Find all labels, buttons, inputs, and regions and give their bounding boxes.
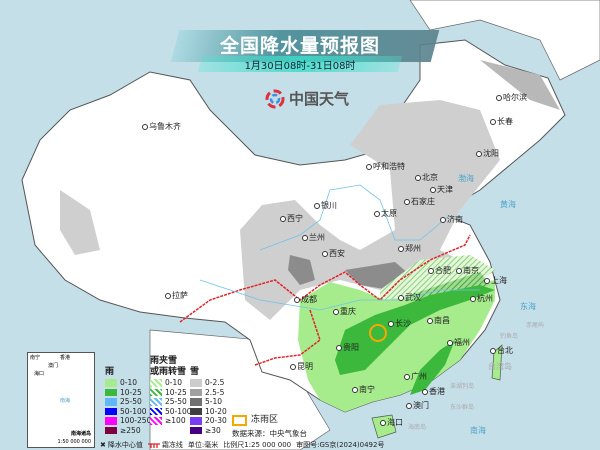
legend-item: 10-25 (150, 388, 192, 398)
legend-heading: 雪 (190, 367, 200, 377)
legend-item: 25-50 (105, 397, 151, 407)
legend-item: ≥100 (150, 416, 192, 426)
review-number: 审图号:GS京(2024)0492号 (296, 441, 385, 449)
city-label: 济南 (440, 215, 463, 225)
legend-item: 0-10 (150, 378, 192, 388)
legend-rain: 雨 0-10 10-25 25-50 50-100 100-250 ≥250 (105, 367, 151, 435)
sea-label: 钓鱼岛 (500, 333, 519, 340)
sea-label: 海南岛 (408, 424, 427, 431)
city-label: 呼和浩特 (366, 162, 405, 172)
sea-label: 澎湖列岛 (450, 383, 475, 390)
city-label: 成都 (294, 295, 317, 305)
sea-label: 台湾岛 (488, 362, 512, 371)
city-label: 银川 (314, 201, 337, 211)
legend-footer: ✖ 降水中心值 霜冻线 单位:毫米 比例尺1:25 000 000 审图号:GS京… (100, 441, 384, 449)
inset-label: 南宁 (30, 355, 41, 361)
inset-label: 南海 (60, 398, 71, 404)
inset-label: 澳门 (48, 363, 59, 369)
legend-item: 0-10 (105, 378, 151, 388)
river-yellow (259, 184, 451, 251)
legend-frost-line: 霜冻线 (147, 441, 183, 449)
city-label: 郑州 (398, 244, 421, 254)
river-yangtze (199, 279, 480, 311)
city-label: 西宁 (280, 214, 303, 224)
city-label: 南昌 (427, 316, 450, 326)
legend-item: ≥30 (190, 426, 227, 436)
city-label: 台北 (490, 346, 513, 356)
logo-swirl-icon (265, 89, 285, 108)
legend-item: 50-100 (105, 407, 151, 417)
city-label: 上海 (484, 276, 507, 286)
legend-item: 0-2.5 (190, 378, 227, 388)
cross-icon: ✖ (100, 441, 106, 449)
sea-label: 东海 (520, 302, 536, 311)
city-label: 昆明 (290, 362, 313, 372)
freezing-rain-zone (369, 324, 387, 342)
city-label: 石家庄 (404, 197, 435, 207)
city-label: 南宁 (352, 385, 375, 395)
legend-item: 10-25 (105, 388, 151, 398)
inset-scale: 1:50 000 000 (57, 439, 92, 445)
city-label: 拉萨 (165, 291, 188, 301)
snow-area-north (480, 60, 560, 110)
legend-precip-center: ✖ 降水中心值 (100, 441, 143, 449)
snow-area-medium (288, 255, 410, 290)
legend-snow: 雪 0-2.5 2.5-5 5-10 10-20 20-30 ≥30 (190, 367, 227, 435)
city-label: 武汉 (398, 293, 421, 303)
forecast-period: 1月30日08时-31日08时 (244, 61, 356, 72)
sea-label: 渤海 (458, 174, 474, 183)
legend-item: 2.5-5 (190, 388, 227, 398)
legend-mixed: 雨夹雪 或雨转雪 0-10 10-25 25-50 50-100 ≥100 (150, 356, 192, 426)
city-label: 北京 (415, 173, 438, 183)
inset-label: 香港 (60, 355, 71, 361)
city-label: 西安 (322, 249, 345, 259)
map-title: 全国降水量预报图 (219, 35, 380, 57)
city-label: 贵阳 (336, 343, 359, 353)
sea-label: 东沙群岛 (450, 404, 475, 411)
scale: 比例尺1:25 000 000 (223, 441, 292, 449)
sea-label: 南海 (470, 426, 486, 435)
city-label: 福州 (447, 338, 470, 348)
legend-item: 5-10 (190, 397, 227, 407)
city-label: 兰州 (302, 233, 325, 243)
city-label: 太原 (374, 209, 397, 219)
sea-label: 赤尾屿 (526, 322, 545, 329)
sea-label: 黄海 (500, 200, 516, 209)
land-northeast-asia (409, 0, 600, 81)
inset-title: 南海诸岛 (70, 431, 91, 437)
frost-line-icon (147, 442, 160, 448)
city-label: 长春 (490, 117, 513, 127)
frost-line (179, 234, 471, 366)
south-china-sea-inset: 南宁 香港 海口 澳门 南海 南海诸岛 1:50 000 000 (27, 352, 95, 448)
inset-label: 海口 (34, 371, 45, 377)
logo: 中国天气 (265, 88, 349, 109)
city-label: 天津 (430, 185, 453, 195)
city-label: 乌鲁木齐 (142, 122, 181, 132)
legend-heading: 或雨转雪 (150, 367, 187, 377)
unit: 单位:毫米 (187, 441, 219, 449)
city-label: 哈尔滨 (496, 93, 527, 103)
legend-item: ≥250 (105, 426, 151, 436)
city-label: 广州 (404, 372, 427, 382)
city-label: 沈阳 (476, 149, 499, 159)
legend-item: 20-30 (190, 416, 227, 426)
city-label: 海口 (380, 418, 403, 428)
legend-item: 100-250 (105, 416, 151, 426)
city-label: 澳门 (406, 401, 429, 411)
city-label: 重庆 (333, 307, 356, 317)
legend-item: 25-50 (150, 397, 192, 407)
logo-text: 中国天气 (289, 90, 350, 108)
legend-heading: 雨 (105, 367, 115, 377)
legend-heading: 雨夹雪 (150, 356, 178, 366)
city-label: 南京 (456, 266, 479, 276)
city-label: 香港 (422, 387, 445, 397)
legend-item: 10-20 (190, 407, 227, 417)
city-label: 长沙 (388, 319, 411, 329)
legend-freezing-rain: 冻雨区 (232, 415, 278, 426)
legend-item: 50-100 (150, 407, 192, 417)
snow-area-west (60, 190, 100, 255)
data-source: 数据来源：中央气象台 (232, 429, 307, 438)
city-label: 杭州 (470, 294, 493, 304)
city-label: 合肥 (428, 266, 451, 276)
